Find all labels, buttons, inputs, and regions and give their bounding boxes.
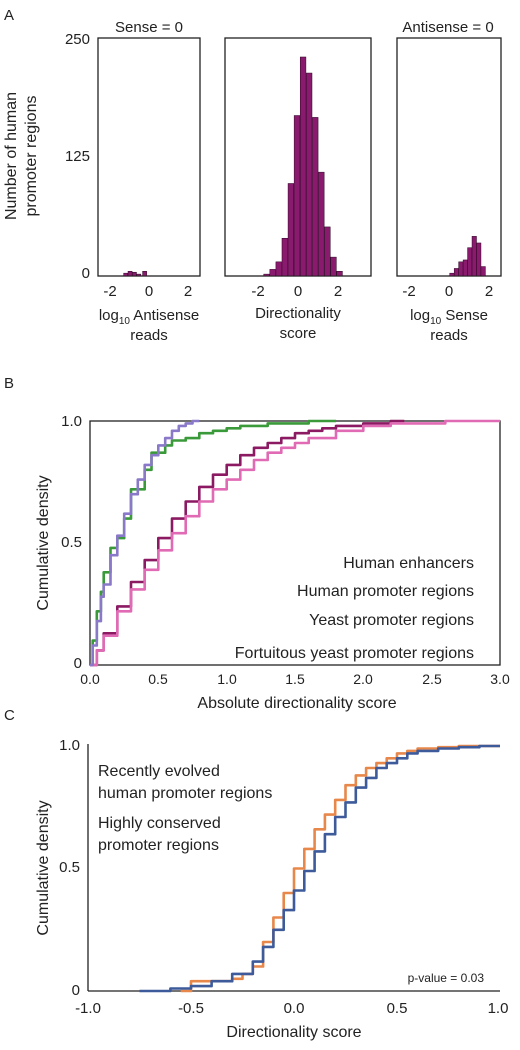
c-legend-conserved-line2: promoter regions (98, 837, 219, 854)
c-ylabel: Cumulative density (35, 800, 52, 935)
a1-xtick-m2: -2 (103, 283, 116, 300)
c-xlabel: Directionality score (226, 1024, 361, 1041)
a3-title: Antisense = 0 (402, 19, 493, 36)
a2-bar-12 (336, 271, 343, 277)
c-xtick-1: 1.0 (488, 1000, 509, 1017)
hist-a1: Sense = 0 250 125 0 -2 0 2 log10 Antisen… (65, 19, 201, 344)
b-series-3 (90, 419, 200, 667)
cdf-b: Cumulative density 1.0 0.5 0 0.0 0.5 1.0… (35, 413, 510, 712)
cdf-c: Cumulative density 1.0 0.5 0 -1.0 -0.5 0… (35, 737, 508, 1041)
c-legend-conserved-line1: Highly conserved (98, 815, 221, 832)
b-ytick-05: 0.5 (61, 534, 82, 551)
c-ytick-05: 0.5 (59, 859, 80, 876)
hist-a3: Antisense = 0 -2 0 2 log10 Sense reads (396, 19, 502, 344)
a2-bar-6 (299, 56, 307, 277)
a2-xlabel-line1: Directionality (255, 305, 341, 322)
b-xlabel: Absolute directionality score (197, 695, 396, 712)
a2-bar-3 (281, 237, 288, 277)
b-ytick-1: 1.0 (61, 413, 82, 430)
a3-frame (396, 37, 502, 277)
a3-bar-3 (462, 259, 468, 277)
a1-xtick-0: 0 (145, 283, 153, 300)
panel-label-b: B (4, 375, 14, 392)
a2-xlabel-line2: score (280, 325, 317, 342)
b-series-0 (90, 419, 336, 667)
b-ylabel: Cumulative density (35, 475, 52, 610)
b-series-2 (90, 419, 500, 667)
a2-xtick-0: 0 (294, 283, 302, 300)
a2-bar-5 (293, 115, 301, 277)
a-ylabel-line2: promoter regions (23, 96, 40, 217)
c-series-0 (180, 744, 500, 993)
a1-xlabel-line1: log10 Antisense (99, 307, 199, 327)
c-series-1 (139, 744, 500, 993)
a1-bar-1 (127, 271, 133, 277)
c-xtick-m1: -1.0 (75, 1000, 101, 1017)
b-xtick-05: 0.5 (148, 671, 168, 687)
c-xtick-0: 0.0 (284, 1000, 305, 1017)
a3-bar-5 (471, 236, 477, 277)
b-lines (90, 419, 500, 667)
a1-bar-2 (132, 271, 137, 277)
a2-bar-4 (287, 183, 294, 277)
a3-xtick-m2: -2 (402, 283, 415, 300)
a2-bar-2 (275, 261, 282, 277)
a3-bars (397, 236, 501, 277)
b-legend-yeast-promoters: Yeast promoter regions (309, 612, 474, 629)
c-ytick-0: 0 (72, 982, 80, 999)
b-legend-fortuitous-yeast: Fortuitous yeast promoter regions (235, 645, 474, 662)
b-frame (89, 420, 501, 666)
a1-xtick-2: 2 (184, 283, 192, 300)
c-lines (139, 744, 500, 993)
a3-bar-0 (449, 272, 455, 277)
a2-bar-10 (324, 226, 331, 277)
a1-bar-0 (123, 272, 128, 277)
c-legend-recent-line2: human promoter regions (98, 785, 272, 802)
a2-bar-8 (312, 117, 319, 277)
c-legend-recent-line1: Recently evolved (98, 763, 220, 780)
b-legend-human-promoters: Human promoter regions (297, 583, 474, 600)
a1-frame (97, 37, 201, 277)
b-xtick-15: 1.5 (285, 671, 305, 687)
panel-label-a: A (4, 7, 14, 24)
a1-ytick-250: 250 (65, 31, 90, 48)
b-legend-human-enhancers: Human enhancers (343, 555, 474, 572)
a3-xtick-2: 2 (485, 283, 493, 300)
a-ylabel-line1: Number of human (3, 92, 20, 220)
a2-bar-9 (318, 171, 325, 277)
a3-bar-4 (467, 247, 473, 277)
a3-bar-6 (476, 242, 482, 277)
c-xtick-m05: -0.5 (178, 1000, 204, 1017)
a2-xtick-m2: -2 (251, 283, 264, 300)
b-xtick-10: 1.0 (217, 671, 237, 687)
a2-bars (225, 56, 371, 277)
a3-xlabel-line2: reads (430, 327, 468, 344)
a3-xtick-0: 0 (445, 283, 453, 300)
b-xtick-20: 2.0 (353, 671, 373, 687)
a2-bar-11 (330, 256, 337, 277)
a1-title: Sense = 0 (115, 19, 183, 36)
b-xtick-0: 0.0 (80, 671, 100, 687)
b-xtick-25: 2.5 (422, 671, 442, 687)
a2-xtick-2: 2 (334, 283, 342, 300)
a1-ytick-125: 125 (65, 148, 90, 165)
c-annotation-pvalue: p-value = 0.03 (408, 971, 485, 985)
a3-bar-2 (458, 261, 464, 277)
b-xtick-30: 3.0 (490, 671, 510, 687)
a1-xlabel-line2: reads (130, 327, 168, 344)
hist-a2: -2 0 2 Directionality score (224, 37, 372, 342)
a3-bar-1 (453, 268, 459, 277)
a1-bars (98, 271, 200, 277)
panel-label-c: C (4, 707, 15, 724)
a1-bar-4 (142, 271, 147, 277)
a2-bar-7 (306, 72, 313, 277)
a2-bar-1 (269, 269, 276, 277)
a3-xlabel-line1: log10 Sense (410, 307, 488, 327)
a1-ytick-0: 0 (82, 265, 90, 282)
c-xtick-05: 0.5 (387, 1000, 408, 1017)
c-ytick-1: 1.0 (59, 737, 80, 754)
a3-bar-7 (480, 266, 486, 277)
b-ytick-0: 0 (74, 655, 82, 672)
